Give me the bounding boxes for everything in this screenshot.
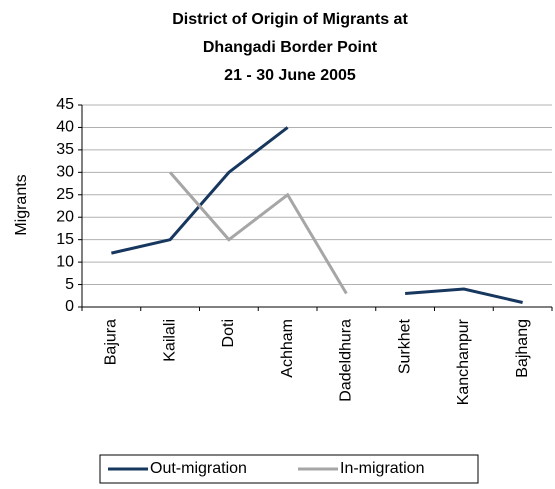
y-tick-label: 20 (56, 208, 74, 225)
x-tick-label: Kanchanpur (455, 318, 472, 405)
x-tick-label: Doti (220, 319, 237, 347)
x-tick-label: Achham (279, 319, 296, 378)
legend-box (99, 454, 479, 484)
series-line (111, 126, 523, 304)
x-tick-label: Kailali (161, 319, 178, 362)
series-line (168, 171, 348, 295)
y-tick-label: 40 (56, 119, 74, 136)
legend-label: Out-migration (150, 460, 247, 477)
y-tick-label: 0 (65, 298, 74, 315)
y-axis-label: Migrants (13, 174, 30, 235)
y-tick-label: 5 (65, 276, 74, 293)
y-tick-label: 45 (56, 96, 74, 113)
y-tick-label: 35 (56, 141, 74, 158)
chart-title: District of Origin of Migrants at (172, 11, 408, 28)
x-tick-label: Bajura (103, 319, 120, 365)
y-tick-label: 30 (56, 164, 74, 181)
x-tick-label: Dadeldhura (338, 319, 355, 402)
y-tick-label: 15 (56, 231, 74, 248)
x-tick-label: Surkhet (396, 318, 413, 374)
legend-label: In-migration (340, 460, 424, 477)
chart-title: 21 - 30 June 2005 (224, 67, 356, 84)
x-tick-label: Bajhang (514, 319, 531, 378)
y-tick-label: 25 (56, 186, 74, 203)
chart-title: Dhangadi Border Point (203, 39, 378, 56)
y-tick-label: 10 (56, 253, 74, 270)
